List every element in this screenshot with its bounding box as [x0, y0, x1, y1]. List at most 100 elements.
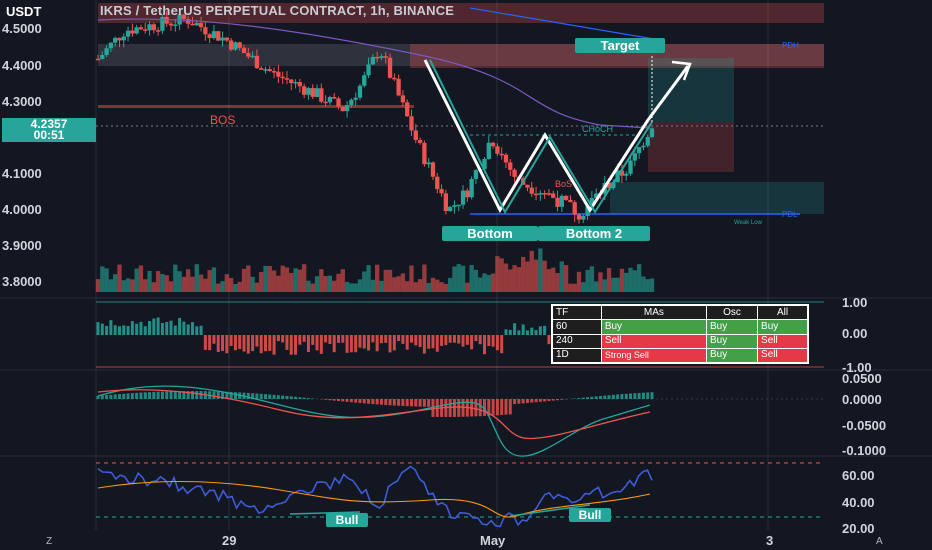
macd-bar: [324, 399, 328, 400]
candle-body: [499, 153, 504, 156]
candle-body: [228, 40, 234, 50]
osc-bar: [117, 326, 121, 335]
volume-bar: [177, 271, 182, 292]
osc-bar: [513, 323, 517, 335]
macd-bar: [255, 393, 259, 399]
volume-bar: [271, 270, 277, 292]
osc-bar: [122, 325, 126, 335]
macd-bar: [294, 396, 298, 399]
candle-body: [529, 187, 534, 194]
candle-body: [426, 162, 431, 165]
osc-bar: [547, 335, 551, 345]
osc-bar: [341, 335, 345, 343]
candle-body: [276, 71, 281, 77]
currency-label[interactable]: USDT: [6, 4, 42, 19]
current-price-value: 4.2357: [30, 117, 68, 131]
candle-body: [134, 27, 139, 34]
macd-bar: [272, 394, 276, 399]
candle-body: [349, 99, 354, 106]
table-header: MAs: [600, 304, 707, 321]
candle-body: [392, 77, 397, 80]
macd-bar: [525, 399, 529, 404]
macd-bar: [349, 399, 353, 403]
macd-bar: [410, 399, 414, 407]
macd-bar: [556, 399, 560, 401]
table-header: All: [757, 304, 808, 321]
divergence-line: [289, 511, 361, 515]
candle-body: [649, 128, 655, 137]
volume-bar: [297, 269, 302, 292]
pattern-line: [429, 59, 653, 215]
macd-bar: [178, 391, 182, 399]
volume-bar: [151, 282, 156, 292]
volume-bar: [147, 270, 152, 292]
candle-body: [362, 75, 367, 86]
osc-bar: [255, 335, 259, 347]
candle-body: [486, 142, 491, 159]
macd-bar: [109, 394, 113, 399]
volume-bar: [551, 267, 556, 292]
volume-bar: [482, 273, 487, 292]
macd-bar: [616, 394, 620, 399]
macd-bar: [311, 398, 315, 399]
osc-bar: [246, 335, 250, 354]
macd-bar: [233, 392, 237, 399]
candle-body: [465, 190, 470, 198]
macd-bar: [306, 398, 310, 399]
candle-body: [293, 82, 298, 84]
signal-line: [97, 389, 651, 440]
candle-body: [538, 193, 543, 195]
volume-bar: [276, 275, 281, 292]
volume-bar: [576, 271, 582, 292]
macd-bar: [543, 399, 547, 402]
macd-bar: [358, 399, 362, 404]
candle-body: [585, 205, 590, 216]
macd-bar: [152, 391, 156, 399]
macd-bar: [611, 394, 615, 399]
volume-bar: [568, 283, 573, 292]
candle-body: [628, 160, 633, 174]
candle-body: [594, 193, 599, 198]
macd-bar: [225, 391, 229, 399]
price-axis-label: 3.8000: [2, 274, 42, 289]
osc-bar: [470, 335, 474, 350]
osc-bar: [444, 335, 448, 346]
macd-bar: [362, 399, 366, 404]
candle-body: [108, 42, 114, 49]
candle-body: [194, 23, 199, 26]
candle-body: [121, 36, 126, 41]
candle-body: [589, 197, 595, 206]
macd-bar: [392, 399, 396, 406]
osc-bar: [169, 320, 173, 335]
macd-bar: [96, 395, 100, 399]
candle-body: [104, 48, 109, 56]
osc-bar: [349, 335, 353, 353]
osc-bar: [311, 335, 315, 345]
volume-bar: [469, 265, 474, 292]
osc-bar: [422, 335, 426, 354]
osc-bar: [263, 335, 267, 352]
candle-body: [306, 88, 311, 95]
macd-bar: [221, 391, 225, 399]
price-axis-label: 4.1000: [2, 166, 42, 181]
candle-body: [113, 37, 118, 43]
osc-bar: [178, 317, 182, 335]
volume-bar: [503, 263, 509, 292]
volume-bar: [332, 280, 337, 292]
volume-bar: [439, 282, 444, 292]
macd-bar: [156, 391, 160, 399]
volume-bar: [241, 268, 247, 292]
candle-body: [344, 105, 350, 112]
macd-bar: [624, 393, 628, 399]
macd-bar: [139, 392, 143, 399]
bull-label: Bull: [326, 513, 368, 527]
auto-scale-icon[interactable]: A: [876, 536, 883, 547]
macd-bar: [126, 393, 130, 399]
candle-body: [271, 71, 277, 73]
demand-zone: [610, 182, 824, 214]
zoom-reset-icon[interactable]: Z: [46, 536, 53, 547]
macd-bar: [448, 399, 452, 417]
osc-bar: [229, 335, 233, 346]
